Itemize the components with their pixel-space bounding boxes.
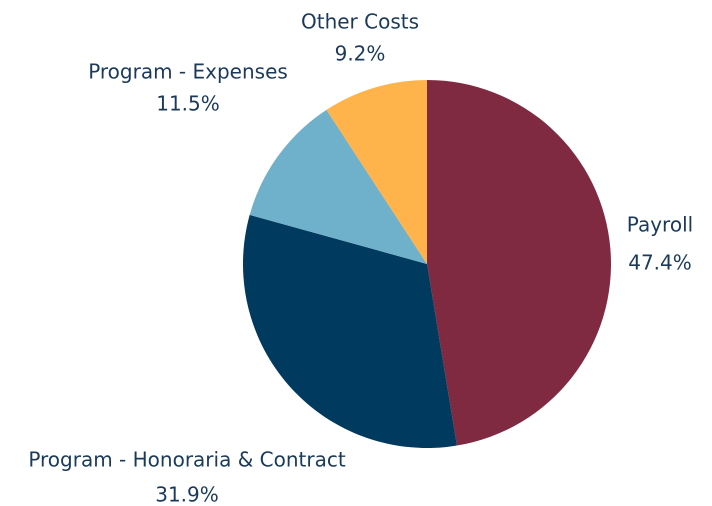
pie-slice	[427, 80, 611, 446]
slice-label: Payroll	[627, 213, 693, 237]
slice-value-label: 31.9%	[155, 483, 219, 506]
slice-value-label: 11.5%	[156, 92, 220, 116]
slice-label: Program - Honoraria & Contract	[28, 448, 346, 472]
pie-slice	[249, 109, 427, 265]
slice-label: Program - Expenses	[88, 60, 288, 84]
slice-label: Other Costs	[301, 10, 419, 34]
slice-value-label: 47.4%	[628, 251, 692, 275]
slice-value-label: 9.2%	[335, 42, 386, 66]
pie-slice	[243, 214, 457, 448]
pie-slice	[326, 80, 427, 264]
